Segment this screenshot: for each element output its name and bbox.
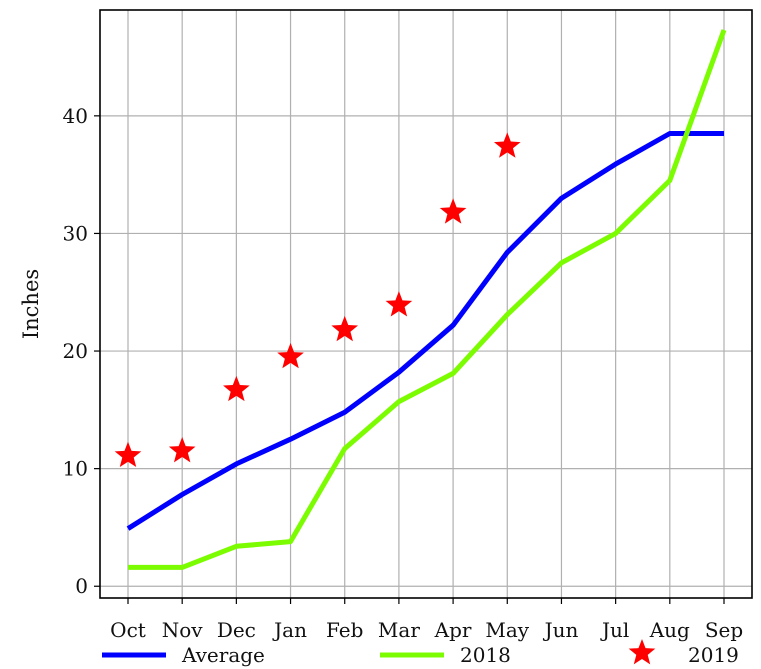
plot-background bbox=[100, 10, 752, 598]
series-point-2019 bbox=[331, 315, 359, 342]
y-axis: 0 10 20 30 40 bbox=[63, 104, 100, 598]
x-tick-label: Jan bbox=[272, 618, 307, 642]
x-tick-label: Aug bbox=[649, 618, 690, 642]
y-axis-label: Inches bbox=[19, 269, 43, 339]
y-tick-label: 10 bbox=[63, 457, 88, 481]
x-tick-label: May bbox=[485, 618, 529, 642]
x-tick-label: Jul bbox=[600, 618, 629, 642]
series-line-average bbox=[126, 131, 724, 531]
series-point-2019 bbox=[439, 198, 467, 224]
series-point-2019 bbox=[277, 342, 304, 369]
x-tick-label: Nov bbox=[162, 618, 204, 642]
x-axis: Oct Nov Dec Jan Feb Mar Apr May Jun Jul Aug Sep bbox=[110, 598, 743, 642]
series-point-2019 bbox=[493, 132, 521, 158]
series-line-2018 bbox=[128, 29, 727, 570]
legend-label-average: Average bbox=[181, 643, 265, 667]
y-tick-label: 20 bbox=[63, 339, 88, 363]
legend: Average 2018 2019 bbox=[102, 639, 739, 667]
x-tick-label: Sep bbox=[705, 618, 743, 642]
legend-swatch-2019 bbox=[628, 639, 656, 665]
x-tick-label: Mar bbox=[378, 618, 420, 642]
plot-frame bbox=[99, 9, 753, 599]
x-tick-label: Oct bbox=[110, 618, 146, 642]
y-tick-label: 40 bbox=[63, 104, 88, 128]
x-tick-label: Feb bbox=[326, 618, 363, 642]
series-point-2019 bbox=[114, 441, 142, 468]
series-point-2019 bbox=[223, 375, 250, 402]
series-layer bbox=[114, 29, 727, 570]
x-tick-label: Jun bbox=[543, 618, 579, 642]
x-tick-label: Apr bbox=[434, 618, 472, 642]
series-point-2019 bbox=[385, 291, 413, 317]
legend-label-2018: 2018 bbox=[460, 643, 511, 667]
legend-label-2019: 2019 bbox=[688, 643, 739, 667]
x-tick-label: Dec bbox=[217, 618, 256, 642]
y-tick-label: 30 bbox=[63, 221, 88, 245]
y-tick-label: 0 bbox=[75, 574, 88, 598]
series-point-2019 bbox=[168, 437, 196, 463]
grid-lines bbox=[100, 10, 752, 598]
